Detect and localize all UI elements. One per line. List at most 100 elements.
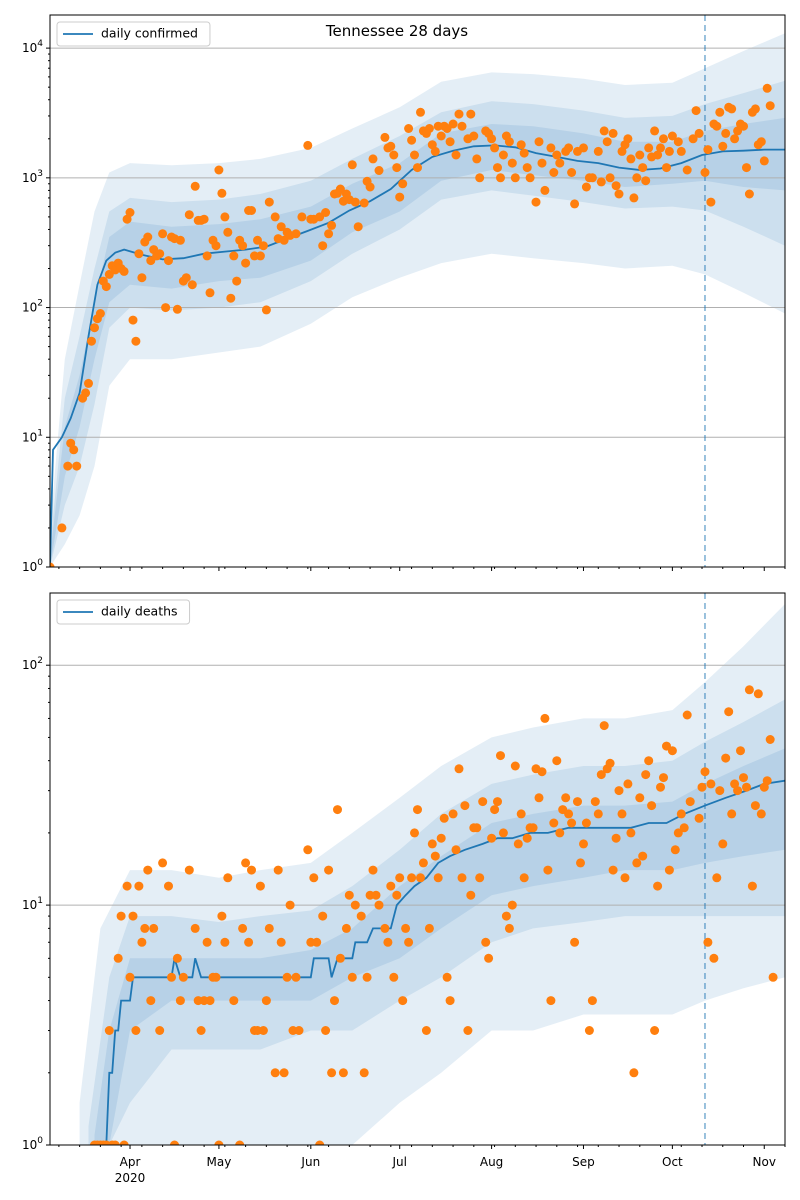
data-point [667, 746, 677, 756]
data-point [667, 131, 677, 141]
data-point [413, 163, 422, 173]
data-point [113, 953, 123, 963]
data-point [454, 764, 464, 774]
data-point [498, 828, 508, 838]
data-point [50, 562, 55, 567]
legend: daily confirmed [56, 21, 211, 47]
y-tick-label: 102 [22, 656, 43, 672]
data-point [638, 163, 648, 173]
data-point [327, 220, 337, 230]
data-point [421, 1026, 431, 1035]
data-point [205, 288, 215, 298]
data-point [318, 911, 328, 921]
data-point [451, 150, 461, 160]
data-point [504, 923, 514, 933]
data-point [368, 865, 378, 875]
data-point [555, 828, 565, 838]
data-point [324, 865, 334, 875]
data-point [522, 833, 532, 843]
data-point [567, 818, 577, 828]
data-point [507, 158, 517, 168]
data-point [350, 900, 360, 910]
data-point [448, 809, 458, 819]
data-point [63, 461, 73, 471]
data-point [721, 128, 731, 138]
data-point [149, 923, 159, 933]
data-point [466, 109, 476, 119]
data-point [445, 137, 455, 147]
data-point [614, 786, 624, 796]
data-point [682, 165, 692, 175]
data-point [264, 923, 274, 933]
data-point [416, 107, 425, 117]
data-point [255, 251, 265, 261]
data-point [140, 923, 150, 933]
data-point [727, 809, 737, 819]
data-point [72, 461, 82, 471]
data-point [146, 996, 156, 1006]
data-point [347, 160, 357, 170]
data-point [327, 1068, 337, 1078]
data-point [170, 1140, 179, 1145]
data-point [472, 154, 482, 164]
data-point [593, 146, 603, 156]
data-point [104, 1026, 114, 1035]
data-point [158, 229, 168, 239]
data-point [247, 865, 256, 875]
data-point [516, 809, 526, 819]
data-point [187, 280, 197, 290]
data-point [581, 182, 591, 192]
data-point [134, 249, 144, 259]
data-point [119, 1140, 129, 1145]
data-point [656, 143, 665, 153]
data-point [181, 273, 191, 283]
data-point [175, 996, 185, 1006]
data-point [664, 865, 674, 875]
data-point [662, 163, 671, 173]
data-point [291, 229, 301, 239]
data-point [768, 972, 778, 982]
data-point [374, 900, 384, 910]
data-point [303, 140, 313, 150]
data-point [131, 336, 141, 346]
data-point [744, 189, 754, 199]
data-point [620, 873, 630, 883]
data-point [475, 173, 485, 183]
data-point [398, 996, 408, 1006]
data-point [679, 823, 689, 833]
data-point [593, 809, 603, 819]
data-point [700, 767, 710, 777]
data-point [570, 199, 580, 209]
data-point [653, 881, 663, 891]
data-point [534, 137, 544, 147]
data-point [564, 809, 574, 819]
data-point [739, 773, 748, 783]
data-point [214, 165, 224, 175]
data-point [730, 779, 740, 789]
data-point [546, 996, 556, 1006]
data-point [656, 782, 665, 792]
legend: daily deaths [56, 599, 191, 625]
data-point [750, 104, 760, 114]
data-point [673, 828, 683, 838]
data-point [451, 845, 461, 855]
data-point [424, 923, 434, 933]
data-point [647, 801, 657, 811]
data-point [158, 858, 168, 868]
data-point [718, 839, 728, 849]
data-point [226, 293, 236, 303]
data-point [765, 101, 775, 111]
data-point [531, 197, 541, 207]
data-point [116, 911, 126, 921]
data-point [522, 163, 532, 173]
data-point [739, 121, 748, 131]
data-point [570, 937, 580, 947]
plot-area [50, 593, 785, 1145]
figure-title: Tennessee 28 days [325, 22, 468, 40]
data-point [629, 1068, 639, 1078]
data-point [611, 833, 621, 843]
data-point [703, 145, 713, 155]
data-point [368, 154, 378, 164]
data-point [427, 839, 437, 849]
data-point [69, 445, 79, 455]
